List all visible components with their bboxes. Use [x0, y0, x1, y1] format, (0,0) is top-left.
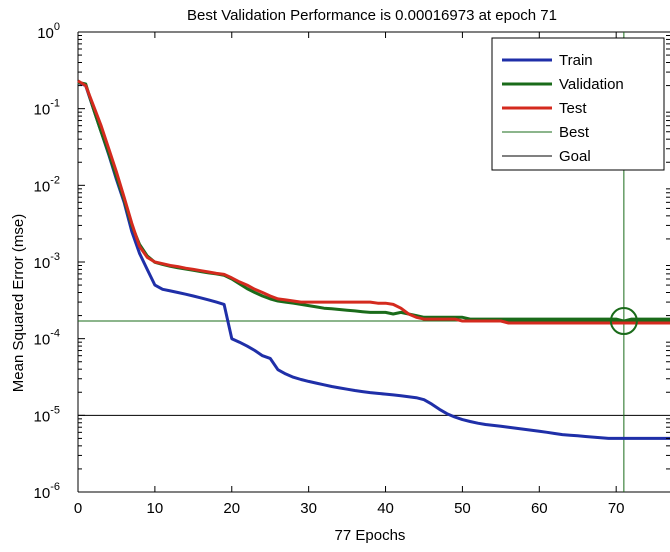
- legend: Train Validation Test Best Goal: [491, 37, 665, 171]
- x-tick-label: 50: [454, 500, 471, 517]
- legend-label-best: Best: [559, 124, 590, 141]
- x-tick-label: 30: [300, 500, 317, 517]
- x-tick-label: 20: [223, 500, 240, 517]
- y-tick-label: 10-5: [34, 404, 60, 425]
- legend-label-train: Train: [559, 52, 593, 69]
- y-tick-label: 10-6: [34, 481, 60, 502]
- y-tick-label: 10-3: [34, 251, 60, 272]
- series-line-train: [77, 81, 670, 440]
- y-tick-label: 10-4: [34, 328, 60, 349]
- y-tick-label: 10-2: [34, 174, 60, 195]
- chart-title: Best Validation Performance is 0.0001697…: [187, 7, 557, 24]
- legend-label-validation: Validation: [559, 76, 624, 93]
- x-tick-label: 0: [74, 500, 82, 517]
- x-axis: 0 10 20 30 40 50 60 70: [74, 32, 625, 517]
- x-tick-label: 10: [147, 500, 164, 517]
- best-marker: [609, 307, 638, 336]
- y-tick-label: 10-1: [34, 98, 60, 119]
- x-axis-label: 77 Epochs: [335, 527, 406, 544]
- legend-label-goal: Goal: [559, 148, 591, 165]
- legend-label-test: Test: [559, 100, 587, 117]
- y-tick-label: 100: [37, 21, 60, 42]
- legend-box: [491, 37, 665, 171]
- x-tick-label: 60: [531, 500, 548, 517]
- x-tick-label: 40: [377, 500, 394, 517]
- y-axis: 100 10-1 10-2 10-3 10-4 10-5 10-6: [34, 21, 670, 502]
- x-tick-label: 70: [608, 500, 625, 517]
- series-line-test: [77, 79, 670, 325]
- y-axis-label: Mean Squared Error (mse): [10, 214, 27, 392]
